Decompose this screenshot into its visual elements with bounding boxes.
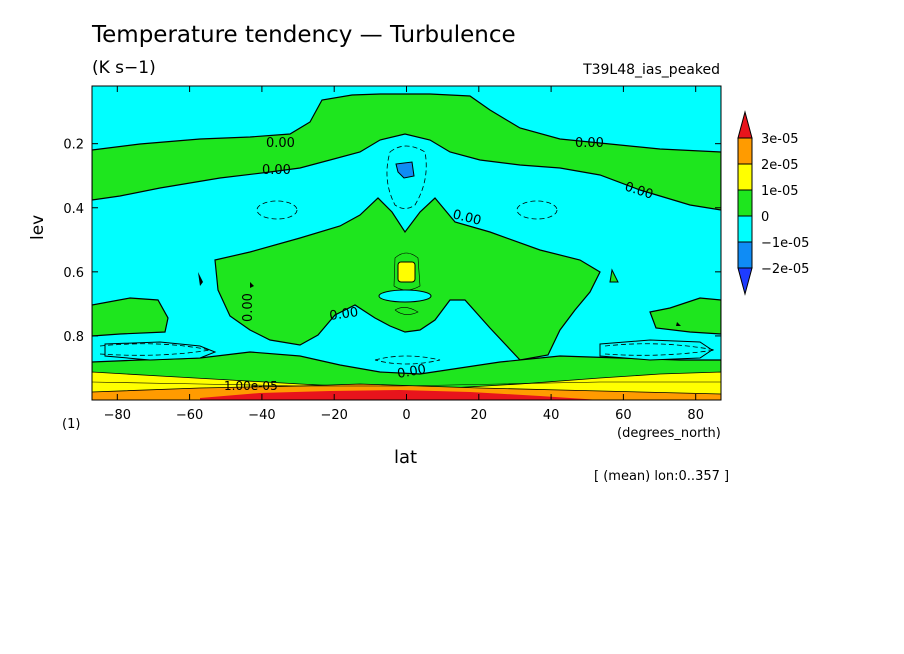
small-feature [609,268,619,283]
contour-label: 0.00 [451,207,483,229]
x-tick-label: 20 [471,408,488,423]
small-feature [676,322,681,326]
y-tick-label: 0.6 [63,266,84,281]
colorbar-bin [737,215,753,243]
contour-label: 1.00e-05 [224,379,278,393]
colorbar-bin [737,137,753,165]
colorbar-label: 3e-05 [761,132,799,147]
small-feature [198,272,203,286]
x-tick-label: 0 [402,408,410,423]
y-tick-label: 0.2 [63,138,84,153]
colorbar-label: −1e-05 [761,236,809,251]
chart-units: (K s−1) [92,58,156,78]
colorbar-bin [737,110,753,139]
contour-label: 0.00 [262,163,291,178]
contour-labels: 0.00 0.00 0.00 0.00 0.00 0.00 0.00 0.00 … [224,136,655,393]
colorbar-label: −2e-05 [761,262,809,277]
small-feature [250,282,254,288]
chart-title: Temperature tendency — Turbulence [92,22,516,48]
colorbar-label: 1e-05 [761,184,799,199]
right-positive-blob [649,297,721,335]
central-negative-lens [378,289,432,303]
colorbar-bin [737,163,753,191]
central-negative-min [395,161,415,179]
x-tick-label: −60 [176,408,203,423]
x-tick-label: −40 [248,408,275,423]
colorbar-bin [737,241,753,269]
footer-note: [ (mean) lon:0..357 ] [594,469,730,484]
upper-positive-band [92,93,721,211]
contour-fill-layer [92,86,721,400]
colorbar-bin [737,189,753,217]
y-axis: 0.2 0.4 0.6 0.8 [63,138,721,345]
x-tick-label: −20 [320,408,347,423]
y-tick-label: 0.8 [63,330,84,345]
x-axis-label: lat [394,447,418,468]
contour-label: 0.00 [575,136,604,151]
contour-label: 0.00 [266,136,295,151]
x-tick-label: 60 [615,408,632,423]
contour-label: 0.00 [328,305,359,324]
y-tick-label: 0.4 [63,202,84,217]
run-name: T39L48_ias_peaked [583,62,720,78]
x-axis: −80 −60 −40 −20 0 20 40 60 80 [104,86,704,423]
central-positive-max [397,261,416,283]
colorbar-label: 0 [761,210,769,225]
colorbar-bin [737,267,753,296]
x-tick-label: −80 [104,408,131,423]
x-tick-label: 40 [543,408,560,423]
contour-label: 0.00 [241,293,256,322]
contour-label: 0.00 [396,362,427,382]
x-axis-unit: (degrees_north) [617,426,721,441]
colorbar-label: 2e-05 [761,158,799,173]
surface-red-band [200,390,600,400]
positive-contours [92,252,721,387]
left-positive-blob [92,297,169,337]
x-tick-label: 80 [687,408,704,423]
colorbar: 3e-05 2e-05 1e-05 0 −1e-05 −2e-05 [737,110,809,296]
negative-contours [99,145,716,365]
right-near-surface-negative [599,339,713,361]
page-index: (1) [62,417,81,432]
